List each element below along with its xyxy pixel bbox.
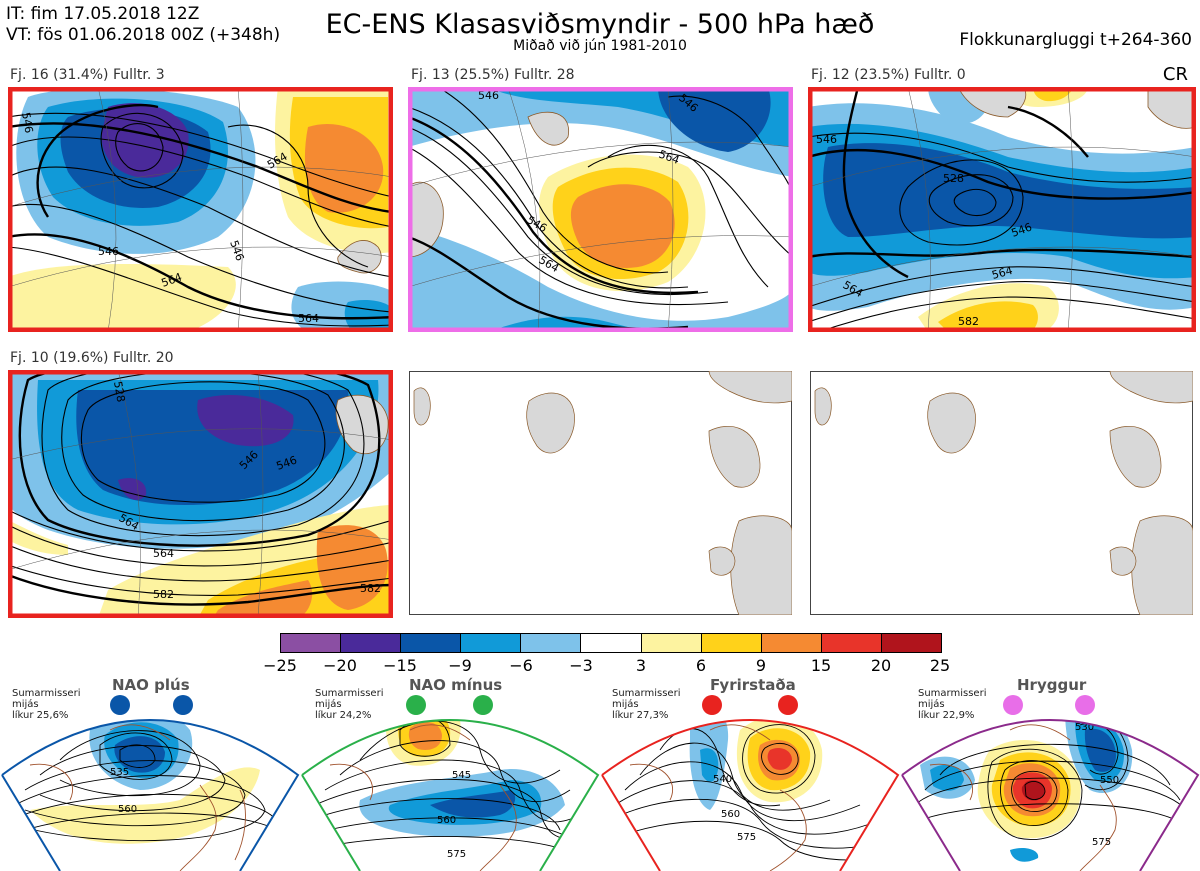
valid-time: VT: fös 01.06.2018 00Z (+348h) [6,25,281,45]
colorbar-segment [761,634,822,652]
contour-label: 546 [98,245,119,258]
page-subtitle: Miðað við jún 1981-2010 [513,38,687,54]
map-panel-4[interactable]: 528 546 546 564 564 582 582 [8,370,393,618]
contour-label: 564 [298,312,319,325]
panel-1-label: Fj. 16 (31.4%) Fulltr. 3 [10,67,165,83]
regime-contour-label: 560 [118,804,137,815]
regime-contour-label: 535 [110,767,129,778]
colorbar-segment [821,634,882,652]
map-panel-1[interactable]: 546 546 564 564 564 546 [8,87,393,332]
panel-3-label: Fj. 12 (23.5%) Fulltr. 0 [811,67,966,83]
regime-4-info: Sumarmisseri mijás líkur 22,9% [918,688,987,721]
colorbar-tick: −3 [569,656,593,675]
regime-3-info: Sumarmisseri mijás líkur 27,3% [612,688,681,721]
colorbar-segment [461,634,522,652]
colorbar-tick: 20 [870,656,892,675]
map-panel-6-empty[interactable] [810,371,1193,615]
colorbar-segment [701,634,762,652]
contour-label: 546 [19,111,35,134]
colorbar-tick: −9 [448,656,472,675]
contour-label: 564 [153,547,174,560]
regime-contour-label: 530 [1075,722,1094,733]
contour-label: 528 [943,172,964,185]
colorbar-segment [281,634,342,652]
header-times: IT: fim 17.05.2018 12Z VT: fös 01.06.201… [6,4,280,46]
contour-label: 546 [478,89,499,102]
page-title: EC-ENS Klasasviðsmyndir - 500 hPa hæð [325,9,875,40]
regime-1-map[interactable]: 535 560 [0,690,300,871]
colorbar-segment [401,634,462,652]
regime-3-name: Fyrirstaða [710,676,796,694]
colorbar-segment [641,634,702,652]
regime-marker [173,695,193,715]
regime-marker [702,695,722,715]
panel-4-label: Fj. 10 (19.6%) Fulltr. 20 [10,350,174,366]
contour-label: 546 [816,133,837,146]
regime-4-name: Hryggur [1017,676,1087,694]
regime-1-name: NAO plús [112,676,190,694]
regime-marker [406,695,426,715]
regime-contour-label: 575 [1092,837,1111,848]
regime-2-info: Sumarmisseri mijás líkur 24,2% [315,688,384,721]
regime-2-name: NAO mínus [409,676,503,694]
regime-marker [110,695,130,715]
classification-window: Flokkunargluggi t+264-360 [959,30,1192,50]
regime-3-map[interactable]: 540 560 575 [600,690,900,871]
map-panel-2[interactable]: 546 546 564 564 546 [408,87,793,332]
colorbar-segment [881,634,942,652]
cr-label: CR [1162,64,1188,85]
regime-marker [778,695,798,715]
init-time: IT: fim 17.05.2018 12Z [6,4,200,24]
regime-marker [473,695,493,715]
colorbar-tick: −20 [323,656,357,675]
contour-label: 528 [111,380,127,403]
contour-label: 564 [990,264,1014,282]
regime-1-info: Sumarmisseri mijás líkur 25,6% [12,688,81,721]
colorbar-segment [341,634,402,652]
map-panel-5-empty[interactable] [409,371,792,615]
colorbar-tick: −6 [509,656,533,675]
colorbar [280,633,942,653]
colorbar-tick: 15 [810,656,832,675]
colorbar-tick: 3 [635,656,647,675]
colorbar-tick: 6 [695,656,707,675]
regime-contour-label: 575 [737,832,756,843]
regime-marker [1075,695,1095,715]
regime-4-map[interactable]: 530 550 575 [900,690,1200,871]
contour-label: 582 [360,582,381,595]
colorbar-tick: 25 [929,656,951,675]
colorbar-tick: −25 [263,656,297,675]
regime-contour-label: 545 [452,770,471,781]
map-panel-3[interactable]: 546 528 546 564 564 582 [808,87,1196,332]
regime-contour-label: 540 [713,774,732,785]
regime-contour-label: 575 [447,849,466,860]
panel-2-label: Fj. 13 (25.5%) Fulltr. 28 [411,67,575,83]
colorbar-tick: 9 [755,656,767,675]
regime-contour-label: 560 [721,809,740,820]
regime-2-map[interactable]: 545 560 575 [300,690,600,871]
regime-contour-label: 560 [437,815,456,826]
contour-label: 582 [153,588,174,601]
colorbar-segment [581,634,642,652]
regime-contour-label: 550 [1100,775,1119,786]
colorbar-segment [521,634,582,652]
regime-marker [1003,695,1023,715]
contour-label: 582 [958,315,979,328]
colorbar-tick: −15 [383,656,417,675]
